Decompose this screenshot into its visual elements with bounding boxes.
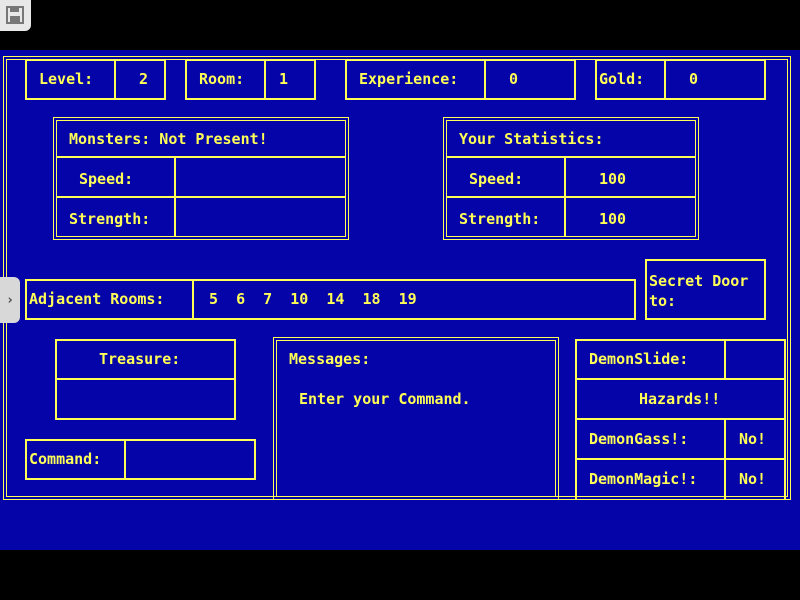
hazards-title: Hazards!! <box>639 390 721 408</box>
messages-label: Messages: <box>289 350 371 368</box>
room-value: 1 <box>279 70 289 88</box>
demongass-label: DemonGass!: <box>589 430 689 448</box>
treasure-label: Treasure: <box>99 350 181 368</box>
player-strength-label: Strength: <box>459 210 541 228</box>
chevron-right-icon: › <box>6 292 14 308</box>
experience-label: Experience: <box>359 70 459 88</box>
adjacent-rooms-list: 5 6 7 10 14 18 19 <box>209 290 417 308</box>
experience-value: 0 <box>509 70 519 88</box>
monsters-box <box>53 117 349 240</box>
command-label: Command: <box>29 450 102 468</box>
statistics-title: Your Statistics: <box>459 130 604 148</box>
room-label: Room: <box>199 70 245 88</box>
command-input[interactable] <box>134 451 249 467</box>
experience-box <box>345 59 576 100</box>
demongass-value: No! <box>739 430 767 448</box>
room-box <box>185 59 316 100</box>
sidebar-toggle[interactable]: › <box>0 277 20 323</box>
message-text: Enter your Command. <box>299 390 471 408</box>
monster-strength-label: Strength: <box>69 210 151 228</box>
player-strength-value: 100 <box>599 210 627 228</box>
level-box <box>25 59 166 100</box>
monsters-title: Monsters: Not Present! <box>69 130 268 148</box>
demonslide-label: DemonSlide: <box>589 350 689 368</box>
secret-door-box <box>645 259 766 320</box>
command-box <box>25 439 256 480</box>
gold-box <box>595 59 766 100</box>
player-speed-value: 100 <box>599 170 627 188</box>
statistics-box <box>443 117 699 240</box>
demonmagic-label: DemonMagic!: <box>589 470 698 488</box>
gold-value: 0 <box>689 70 699 88</box>
gold-label: Gold: <box>599 70 645 88</box>
floppy-disk-icon <box>6 6 24 24</box>
save-button[interactable] <box>0 0 31 31</box>
adjacent-rooms-label: Adjacent Rooms: <box>29 290 165 308</box>
game-screen: Level: 2 Room: 1 Experience: 0 Gold: 0 M… <box>0 50 800 550</box>
secret-door-label: Secret Door to: <box>649 272 749 310</box>
adjacent-rooms-box <box>25 279 636 320</box>
messages-box <box>273 337 559 500</box>
level-label: Level: <box>39 70 94 88</box>
demonmagic-value: No! <box>739 470 767 488</box>
monster-speed-label: Speed: <box>79 170 134 188</box>
player-speed-label: Speed: <box>469 170 524 188</box>
level-value: 2 <box>139 70 149 88</box>
